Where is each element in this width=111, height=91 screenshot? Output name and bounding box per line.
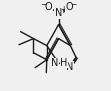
Text: H: H (60, 58, 67, 68)
Text: −: − (70, 0, 77, 9)
Text: +: + (60, 5, 66, 14)
Text: O: O (66, 2, 73, 12)
Text: N: N (51, 58, 59, 68)
Text: N: N (66, 62, 73, 72)
Text: O: O (44, 2, 52, 12)
Text: N: N (55, 8, 62, 18)
Text: −: − (40, 0, 47, 9)
